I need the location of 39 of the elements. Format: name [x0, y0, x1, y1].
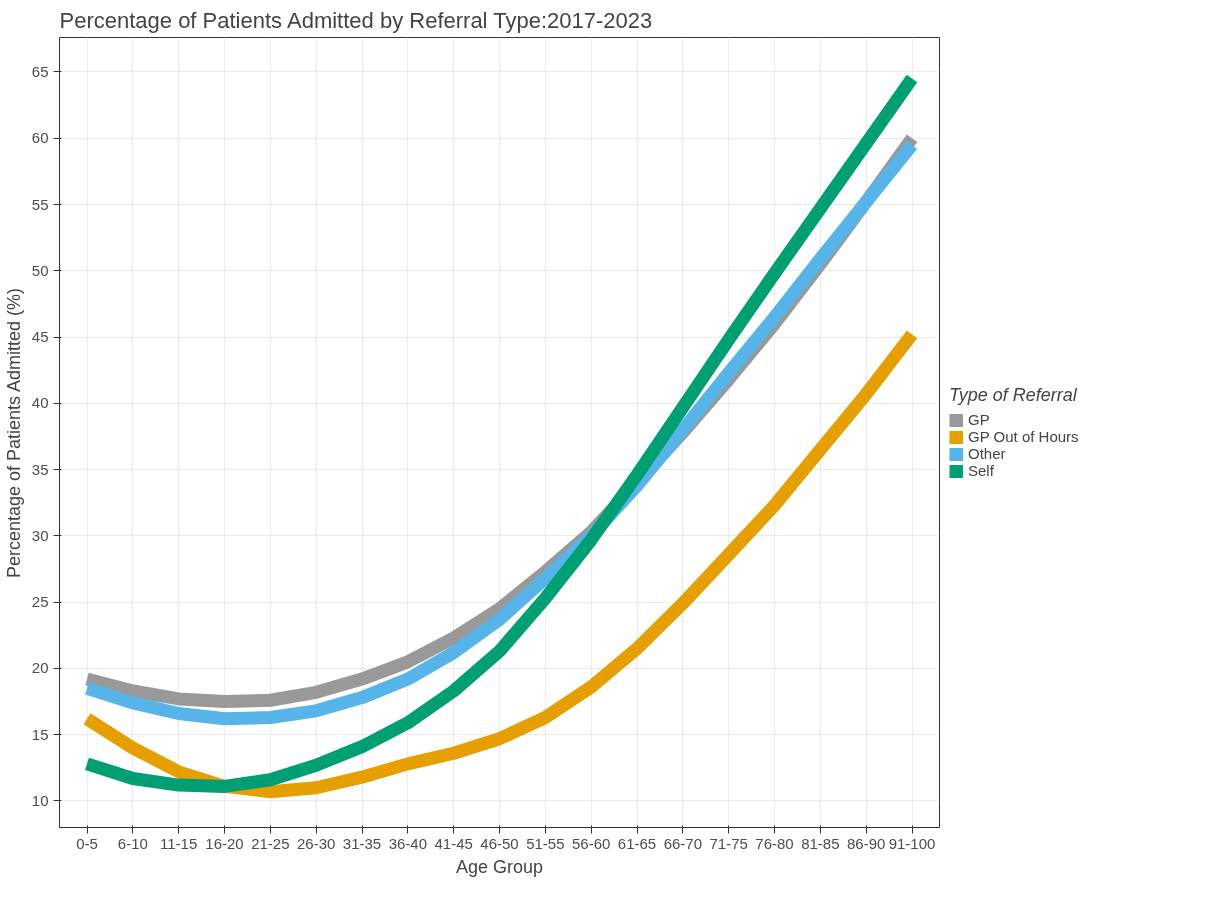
- x-tick-label: 51-55: [526, 834, 565, 852]
- y-tick-label: 25: [31, 593, 49, 611]
- x-tick-label: 56-60: [571, 834, 611, 852]
- x-tick-label: 71-75: [709, 834, 748, 852]
- x-tick-label: 31-35: [342, 834, 382, 852]
- legend-title: Type of Referral: [949, 385, 1078, 406]
- x-tick-label: 86-90: [846, 834, 886, 852]
- x-tick-label: 0-5: [76, 834, 98, 852]
- y-tick-label: 60: [31, 129, 49, 147]
- y-tick-label: 40: [31, 394, 49, 412]
- y-tick-label: 20: [31, 659, 49, 677]
- y-tick-label: 35: [31, 460, 49, 478]
- x-tick-label: 36-40: [388, 834, 428, 852]
- x-tick-label: 81-85: [801, 834, 840, 852]
- legend-label: Self: [968, 462, 994, 479]
- x-tick-label: 6-10: [117, 834, 148, 852]
- x-tick-label: 11-15: [160, 834, 198, 852]
- x-tick-label: 41-45: [434, 834, 473, 852]
- x-tick-label: 16-20: [205, 834, 244, 852]
- x-tick-label: 66-70: [663, 834, 703, 852]
- x-tick-label: 91-100: [888, 834, 936, 852]
- y-tick-label: 10: [31, 791, 49, 809]
- x-tick-label: 76-80: [755, 834, 794, 852]
- y-tick-label: 15: [31, 725, 49, 743]
- legend-label: GP: [968, 411, 990, 428]
- y-tick-label: 30: [31, 526, 49, 544]
- x-tick-label: 46-50: [480, 834, 519, 852]
- x-tick-label: 61-65: [617, 834, 657, 852]
- y-axis-title: Percentage of Patients Admitted (%): [3, 287, 24, 579]
- x-tick-label: 26-30: [296, 834, 336, 852]
- chart-title: Percentage of Patients Admitted by Referral Type:2017-2023: [59, 7, 653, 33]
- x-tick-label: 21-25: [251, 834, 290, 852]
- y-tick-label: 50: [31, 261, 49, 279]
- legend-label: GP Out of Hours: [968, 428, 1079, 445]
- x-axis-title: Age Group: [455, 856, 544, 877]
- legend-label: Other: [968, 445, 1006, 462]
- y-tick-label: 45: [31, 328, 49, 346]
- y-tick-label: 55: [31, 195, 49, 213]
- y-tick-label: 65: [31, 62, 49, 80]
